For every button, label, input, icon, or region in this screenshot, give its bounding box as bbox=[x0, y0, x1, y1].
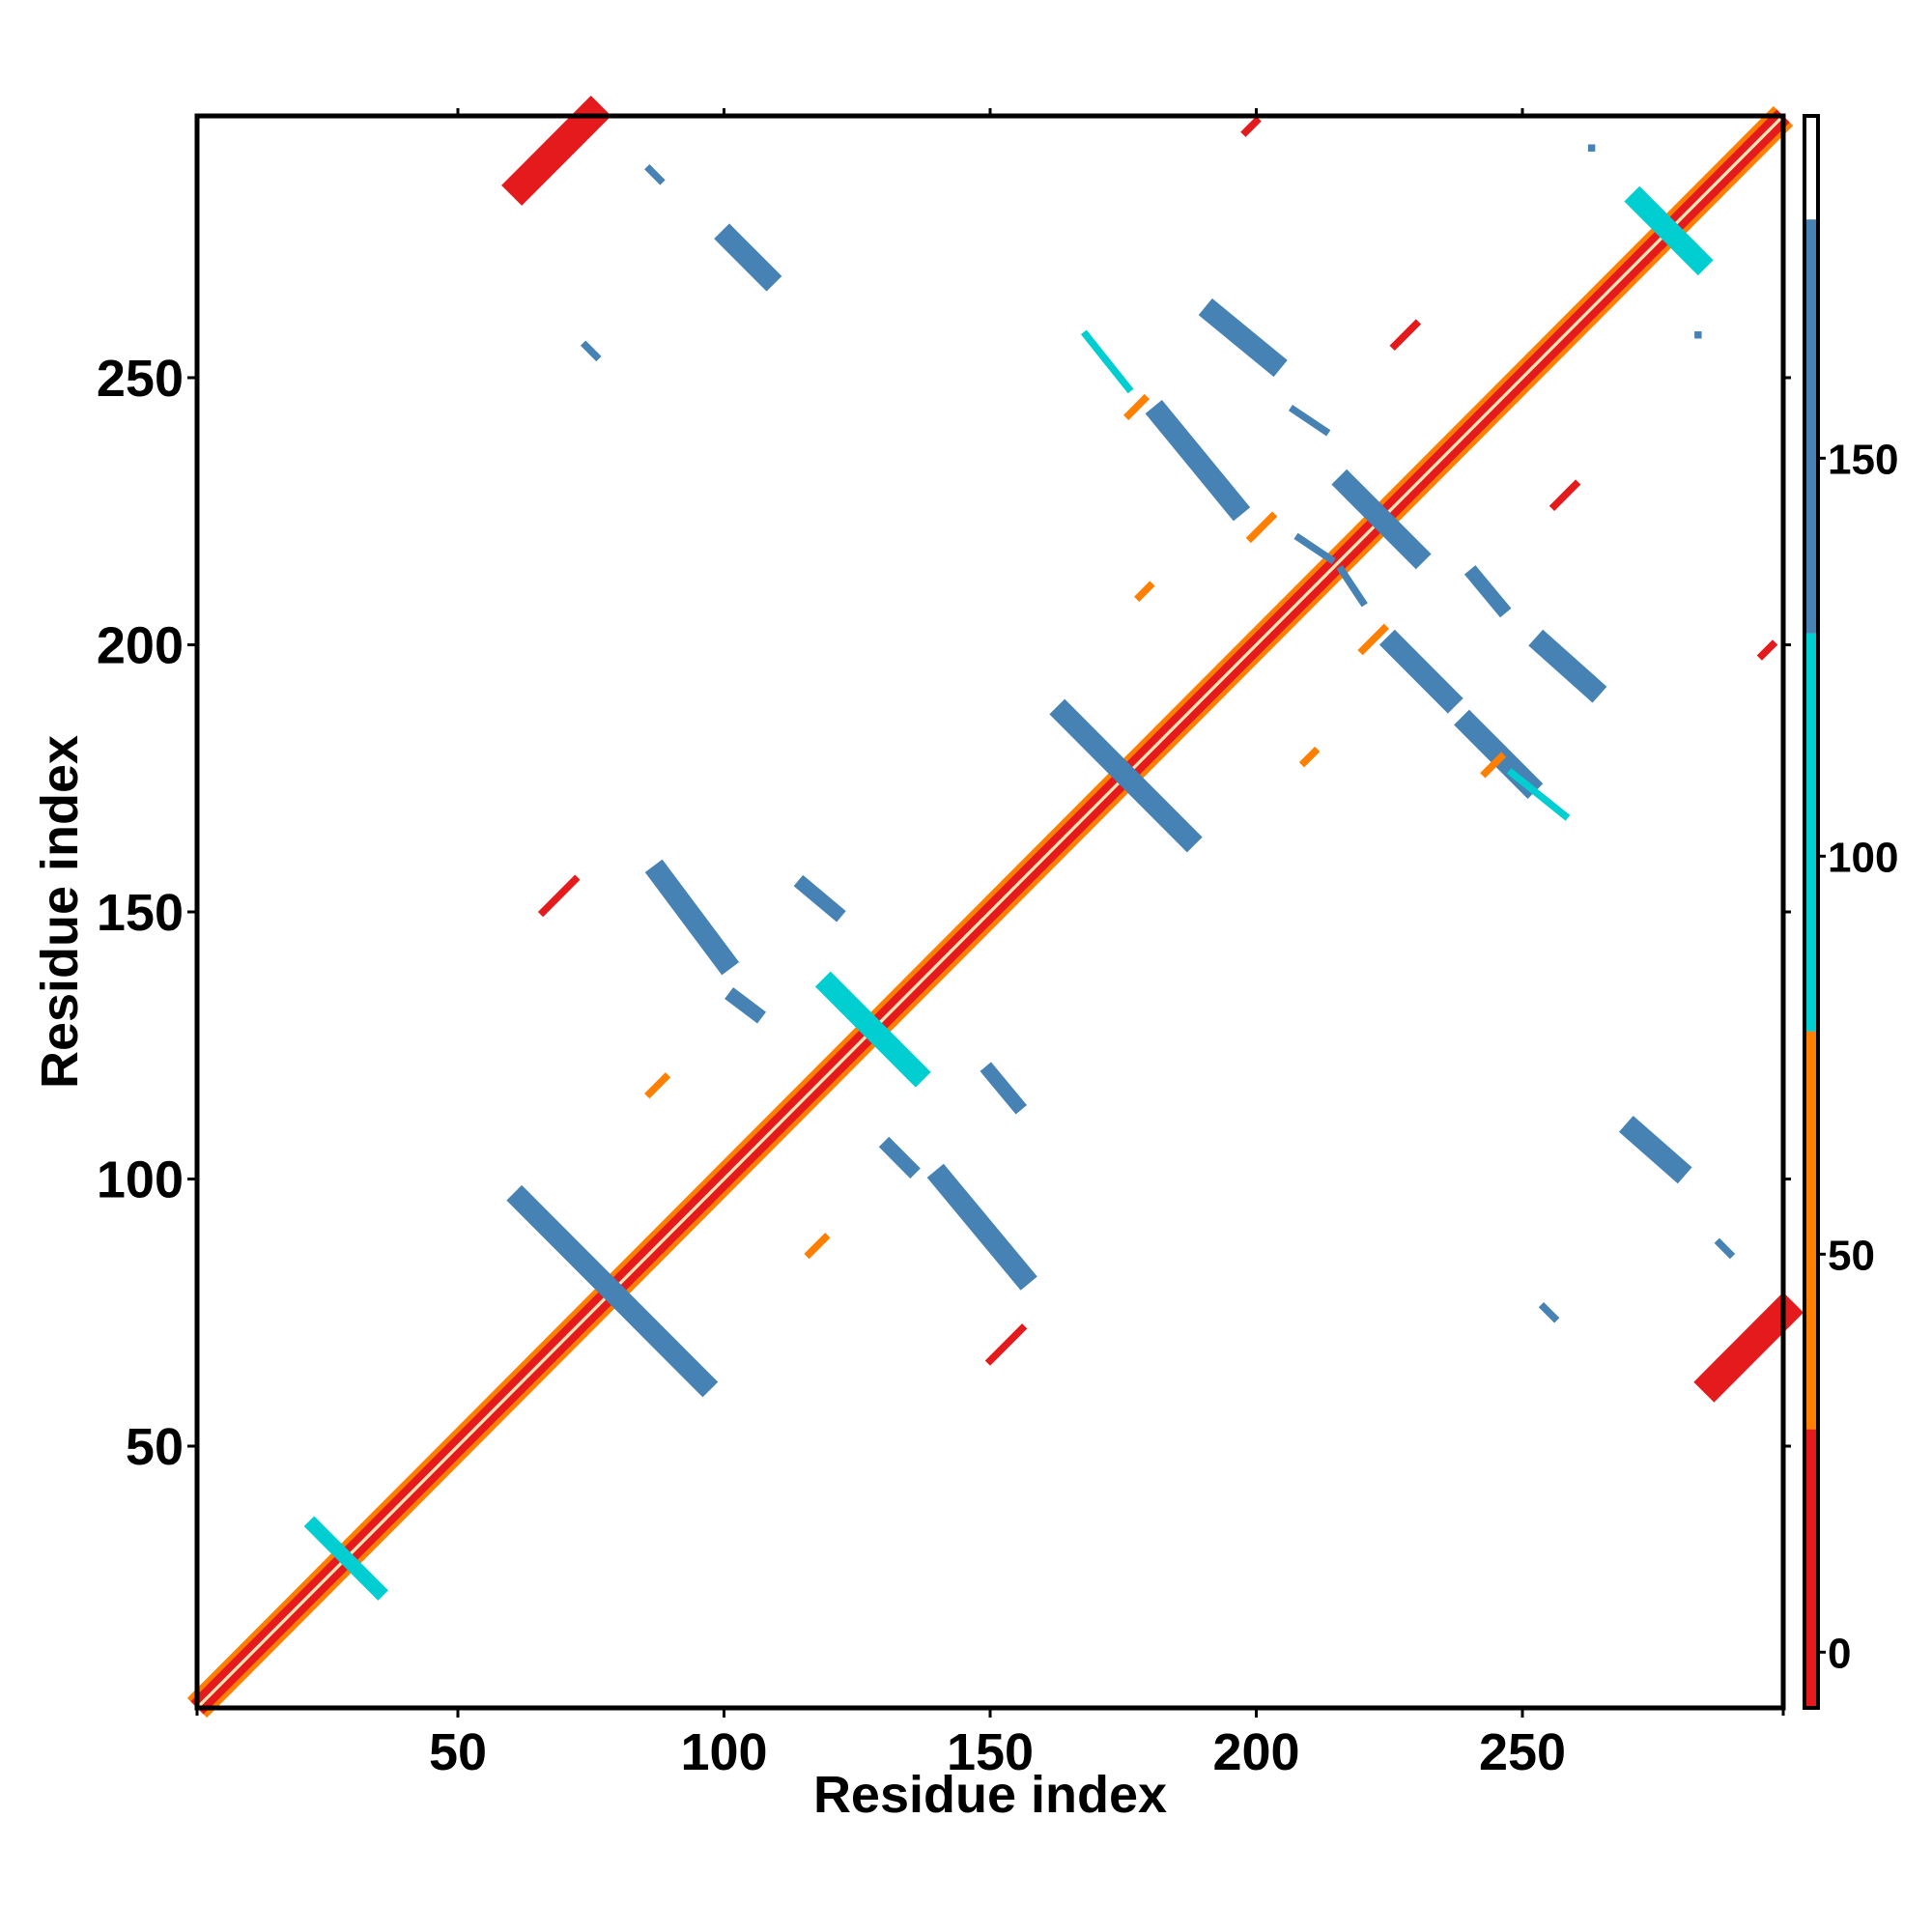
contact-segment-11 bbox=[1331, 469, 1432, 570]
colorbar: 0 50 100 150 bbox=[1803, 114, 1898, 1710]
contact-segment-1 bbox=[644, 859, 740, 976]
y-tick-label-200: 200 bbox=[97, 616, 184, 674]
contact-segment-19 bbox=[814, 971, 931, 1088]
y-tick-label-50: 50 bbox=[126, 1418, 184, 1476]
contact-segment-6 bbox=[980, 1062, 1028, 1115]
contact-segment-2 bbox=[793, 874, 846, 923]
contact-segment-16 bbox=[714, 223, 782, 292]
contact-segment-23 bbox=[537, 874, 581, 918]
diagonal-center bbox=[195, 114, 1785, 1710]
contact-segment-29 bbox=[1080, 329, 1134, 394]
contact-segment-26 bbox=[1714, 1237, 1736, 1260]
contact-segment-37 bbox=[1134, 581, 1155, 602]
x-tick-label-100: 100 bbox=[680, 1723, 767, 1781]
contact-segment-38 bbox=[1298, 746, 1321, 768]
contact-point-45 bbox=[1587, 144, 1596, 152]
colorbar-band-3 bbox=[1804, 219, 1818, 634]
contact-segment-25 bbox=[644, 164, 666, 185]
contact-segment-14 bbox=[1463, 565, 1512, 618]
contact-segment-28 bbox=[1538, 1301, 1560, 1323]
contact-segment-44 bbox=[1336, 564, 1368, 608]
contact-segment-36 bbox=[804, 1233, 831, 1260]
contact-segment-18 bbox=[1624, 185, 1714, 276]
contact-segment-21 bbox=[501, 95, 611, 206]
plot-area bbox=[186, 95, 1804, 1719]
y-tick-label-150: 150 bbox=[97, 884, 184, 942]
contact-segment-33 bbox=[1548, 479, 1581, 511]
colorbar-tick-label-50: 50 bbox=[1828, 1232, 1875, 1279]
x-tick-label-50: 50 bbox=[429, 1723, 487, 1781]
colorbar-tick-label-150: 150 bbox=[1828, 436, 1898, 483]
contact-segment-42 bbox=[1480, 752, 1507, 779]
contact-segment-41 bbox=[1123, 393, 1151, 420]
contact-segment-43 bbox=[1293, 532, 1336, 565]
contact-segment-9 bbox=[1198, 298, 1288, 378]
y-axis-title: Residue index bbox=[31, 735, 89, 1089]
colorbar-band-0 bbox=[1804, 1429, 1818, 1708]
contact-segment-31 bbox=[1240, 116, 1262, 137]
colorbar-tick-label-0: 0 bbox=[1828, 1630, 1851, 1677]
contact-segment-4 bbox=[878, 1136, 921, 1179]
y-tick-label-250: 250 bbox=[97, 350, 184, 408]
contact-segment-40 bbox=[1357, 623, 1390, 656]
x-axis-ticks: 50 100 150 200 250 bbox=[195, 108, 1785, 1781]
colorbar-tick-label-100: 100 bbox=[1828, 834, 1898, 881]
contact-point-46 bbox=[1694, 331, 1702, 339]
colorbar-band-2 bbox=[1804, 633, 1818, 1032]
contact-segment-12 bbox=[1378, 629, 1463, 714]
colorbar-band-1 bbox=[1804, 1031, 1818, 1430]
colorbar-frame bbox=[1803, 114, 1820, 1710]
x-axis-title: Residue index bbox=[813, 1766, 1167, 1824]
contact-segment-32 bbox=[1389, 319, 1422, 352]
contact-segment-34 bbox=[1756, 639, 1778, 661]
contact-segment-7 bbox=[1049, 698, 1203, 853]
contact-segment-3 bbox=[724, 987, 766, 1024]
contact-segment-30 bbox=[1506, 767, 1571, 821]
contact-segment-35 bbox=[644, 1072, 671, 1099]
contact-segments bbox=[303, 95, 1804, 1601]
x-tick-label-250: 250 bbox=[1479, 1723, 1566, 1781]
contact-segment-17 bbox=[1618, 1115, 1692, 1184]
contact-segment-22 bbox=[1693, 1292, 1804, 1403]
contact-segment-0 bbox=[506, 1184, 719, 1398]
contact-segment-5 bbox=[926, 1163, 1037, 1291]
x-tick-label-200: 200 bbox=[1212, 1723, 1299, 1781]
y-tick-label-100: 100 bbox=[97, 1151, 184, 1209]
x-tick-label-150: 150 bbox=[947, 1723, 1034, 1781]
contact-segment-24 bbox=[984, 1323, 1028, 1366]
diagonal-band bbox=[186, 105, 1794, 1719]
contact-segment-27 bbox=[580, 340, 602, 362]
y-axis-ticks: 50 100 150 200 250 bbox=[97, 350, 1791, 1476]
contact-segment-15 bbox=[1528, 629, 1607, 703]
contact-segment-8 bbox=[1145, 399, 1251, 522]
contact-segment-10 bbox=[1288, 405, 1331, 437]
colorbar-band-4 bbox=[1804, 116, 1818, 220]
contact-segment-20 bbox=[303, 1516, 388, 1601]
contact-segment-39 bbox=[1245, 511, 1278, 544]
